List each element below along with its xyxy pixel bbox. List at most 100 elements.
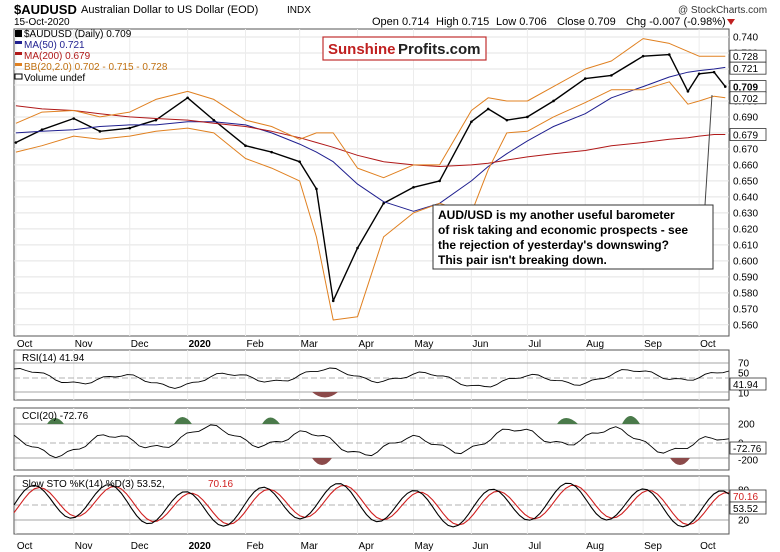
panel-badge-label: 41.94 <box>733 380 758 391</box>
price-point <box>14 141 18 144</box>
cci-overbought-fill <box>557 418 578 424</box>
cci-oversold-fill <box>670 458 690 465</box>
x-tick-label: Feb <box>246 541 264 552</box>
price-tick-label: 0.630 <box>733 208 758 219</box>
x-tick-label: Dec <box>131 339 149 350</box>
x-axis-bottom: Oct Nov Dec 2020 Feb Mar Apr May Jun Jul Aug Sep Oct <box>17 541 716 552</box>
series-line-2 <box>15 105 726 167</box>
price-badge-box <box>729 61 767 75</box>
quote-high: High 0.715 <box>436 16 489 28</box>
rsi-line <box>13 367 730 389</box>
price-point <box>438 179 441 183</box>
panel-tick-label: 70 <box>738 359 750 370</box>
price-point <box>298 160 301 164</box>
price-tick-label: 0.650 <box>733 176 758 187</box>
price-point <box>686 90 690 93</box>
price-badge-label: 0.702 <box>733 94 758 105</box>
rsi-oversold-fill <box>312 392 338 398</box>
panel-badge-label: 70.16 <box>733 492 758 503</box>
panel-badge-box <box>729 377 767 391</box>
logo-text-profits: Profits.com <box>398 41 481 58</box>
panel-badge-box <box>729 441 767 455</box>
price-point <box>723 85 727 88</box>
quote-open: Open 0.714 <box>372 16 430 28</box>
callout-box <box>432 204 714 270</box>
price-tick-label: 0.580 <box>733 288 758 299</box>
down-arrow-icon <box>727 19 735 25</box>
price-tick-label: 0.570 <box>733 304 758 315</box>
price-tick-label: 0.640 <box>733 192 758 203</box>
price-point <box>712 70 716 74</box>
legend-volume: Volume undef <box>24 73 85 84</box>
x-tick-label: Jul <box>528 541 541 552</box>
x-tick-label: Oct <box>700 339 716 350</box>
series-line-4 <box>15 81 726 321</box>
rsi-title: RSI(14) 41.94 <box>22 353 85 364</box>
price-badge: 0.679 <box>729 128 767 142</box>
price-tick-label: 0.740 <box>733 32 758 43</box>
panel-tick-label: 20 <box>738 516 750 527</box>
x-axis-top: Oct Nov Dec 2020 Feb Mar Apr May Jun Jul Aug Sep Oct <box>17 339 716 350</box>
price-tick-label: 0.670 <box>733 144 758 155</box>
price-badge: 0.702 <box>729 91 767 105</box>
price-tick-label: 0.610 <box>733 240 758 251</box>
price-tick-label: 0.600 <box>733 256 758 267</box>
price-axis: 0.560 0.570 0.580 0.590 0.600 0.610 0.620 0.630… <box>733 32 758 331</box>
x-tick-label: Mar <box>301 541 319 552</box>
x-tick-label: May <box>415 541 434 552</box>
x-tick-label: Apr <box>358 541 374 552</box>
legend-ma50: MA(50) 0.721 <box>24 40 85 51</box>
price-point <box>412 185 415 189</box>
x-tick-label: Jul <box>528 339 541 350</box>
x-tick-label: Apr <box>358 339 374 350</box>
price-point <box>331 299 335 303</box>
price-tick-label: 0.660 <box>733 160 758 171</box>
panel-badge-label: -72.76 <box>733 444 762 455</box>
price-point <box>583 77 587 80</box>
x-tick-label: Dec <box>131 541 149 552</box>
sto-title-d: 70.16 <box>208 479 233 490</box>
annotation-line-2: of risk taking and economic prospects - … <box>438 223 688 237</box>
cci-overbought-fill <box>174 417 192 424</box>
price-series <box>14 38 727 321</box>
price-point <box>526 115 529 119</box>
price-panel <box>13 28 730 337</box>
x-tick-label: Sep <box>644 541 662 552</box>
series-line-3 <box>15 38 726 179</box>
panel-badge-box <box>729 501 767 515</box>
series-line-0 <box>15 53 726 302</box>
sto-k-line <box>13 482 730 528</box>
x-tick-label: 2020 <box>189 541 212 552</box>
callout-pointer <box>704 94 713 206</box>
price-point <box>270 150 273 154</box>
legend-price: $AUDUSD (Daily) 0.709 <box>24 29 132 40</box>
price-point <box>98 130 102 133</box>
price-point <box>212 118 216 122</box>
price-point <box>72 117 76 120</box>
x-tick-label: 2020 <box>189 339 212 350</box>
x-tick-label: Aug <box>586 541 604 552</box>
series-line-1 <box>15 66 726 212</box>
legend-swatch-price <box>15 30 22 37</box>
legend-swatch-ma50 <box>15 41 22 44</box>
price-point <box>486 107 490 111</box>
price-point <box>667 53 671 56</box>
price-point <box>552 99 555 103</box>
logo-left <box>325 39 393 58</box>
legend-swatch-bb <box>15 63 22 66</box>
chart-legend: $AUDUSD (Daily) 0.709 MA(50) 0.721 MA(20… <box>14 29 168 84</box>
price-point <box>505 118 509 122</box>
panel-tick-label: -200 <box>738 456 758 467</box>
x-tick-label: Nov <box>75 339 93 350</box>
price-badge: 0.728 <box>729 49 767 63</box>
price-badge-label: 0.728 <box>733 52 758 63</box>
x-tick-label: Feb <box>246 339 264 350</box>
price-badge: 0.721 <box>729 61 767 75</box>
sto-title: Slow STO %K(14) %D(3) 53.52, <box>22 479 165 490</box>
x-tick-label: Nov <box>75 541 93 552</box>
price-badge-box <box>729 128 767 141</box>
x-tick-label: Aug <box>586 339 604 350</box>
cci-line <box>13 424 730 459</box>
